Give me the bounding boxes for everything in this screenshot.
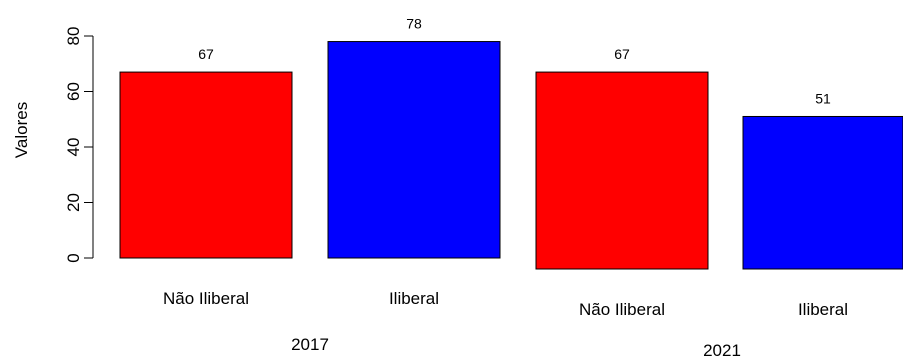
bar	[535, 71, 709, 270]
data-label: 51	[815, 90, 831, 106]
group-label: 2021	[703, 341, 741, 356]
data-labels: 67 78 67 51	[198, 16, 831, 107]
y-tick-label: 0	[64, 253, 83, 262]
bar	[742, 115, 903, 270]
bars	[119, 41, 903, 270]
data-label: 67	[614, 46, 630, 62]
category-labels: Não Iliberal Iliberal Não Iliberal Iliberal	[163, 289, 848, 319]
group-label: 2017	[291, 335, 329, 354]
group-labels: 2017 2021	[291, 335, 741, 356]
category-label: Não Iliberal	[163, 289, 249, 308]
category-label: Não Iliberal	[579, 300, 665, 319]
y-tick-label: 20	[64, 193, 83, 212]
category-label: Iliberal	[798, 300, 848, 319]
y-axis-ticks: 0 20 40 60 80	[64, 27, 93, 263]
y-tick-label: 40	[64, 138, 83, 157]
bar	[327, 41, 501, 259]
y-tick-label: 60	[64, 82, 83, 101]
data-label: 67	[198, 46, 214, 62]
category-label: Iliberal	[389, 289, 439, 308]
y-tick-label: 80	[64, 27, 83, 46]
data-label: 78	[406, 16, 422, 32]
bar	[119, 71, 293, 259]
y-axis-title: Valores	[12, 102, 31, 158]
